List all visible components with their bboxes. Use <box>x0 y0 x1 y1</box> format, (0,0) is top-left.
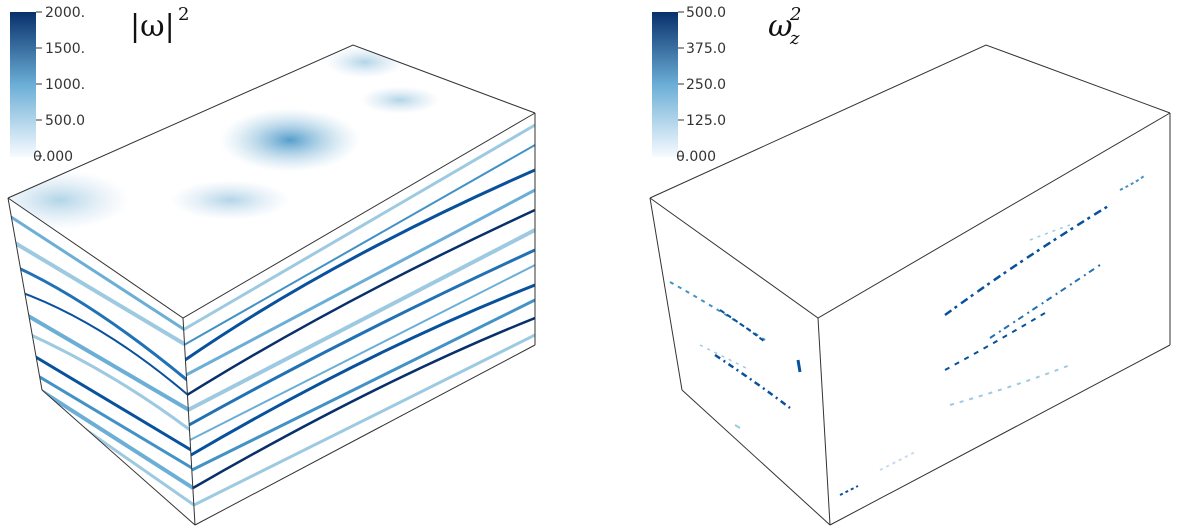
colorbar-tick-label: 500.0 <box>45 113 85 129</box>
left-face-streaks <box>669 281 802 429</box>
panel-title: |ω| <box>130 9 175 44</box>
front-face-streaks <box>839 174 1146 496</box>
panel-title-subscript: z <box>789 28 800 49</box>
top-face <box>650 45 1170 318</box>
colorbar-tick-label: 0.000 <box>33 149 73 165</box>
colorbar <box>652 12 678 157</box>
left-face <box>650 198 830 525</box>
front-face <box>818 113 1170 525</box>
vorticity-magnitude-panel: 2000. 1500. 1000. 500.0 0.000 |ω| 2 <box>0 0 590 529</box>
colorbar-tick-label: 2000. <box>45 5 85 21</box>
colorbar-tick-label: 375.0 <box>686 41 726 57</box>
colorbar-tick-label: 1000. <box>45 77 85 93</box>
vorticity-z-panel: 500.0 375.0 250.0 125.0 0.000 ω 2 z <box>600 0 1182 529</box>
front-face-streaks <box>183 123 535 507</box>
box-edges <box>7 44 536 526</box>
colorbar-ticks <box>678 11 684 157</box>
colorbar-tick-label: 1500. <box>45 41 85 57</box>
left-face-streaks <box>8 213 195 507</box>
panel-title: ω <box>768 9 792 44</box>
panel-title-superscript: 2 <box>178 4 189 25</box>
colorbar-ticks <box>36 11 42 157</box>
vorticity-z-render: 500.0 375.0 250.0 125.0 0.000 ω 2 z <box>649 4 1171 526</box>
front-face <box>183 113 535 525</box>
colorbar-tick-label: 0.000 <box>676 149 716 165</box>
colorbar-tick-label: 125.0 <box>686 113 726 129</box>
colorbar-tick-label: 500.0 <box>686 5 726 21</box>
box-edges <box>649 44 1171 526</box>
colorbar-tick-label: 250.0 <box>686 77 726 93</box>
vorticity-magnitude-render: 2000. 1500. 1000. 500.0 0.000 |ω| 2 <box>7 4 536 526</box>
colorbar <box>10 12 36 157</box>
panel-title-superscript: 2 <box>789 4 801 25</box>
